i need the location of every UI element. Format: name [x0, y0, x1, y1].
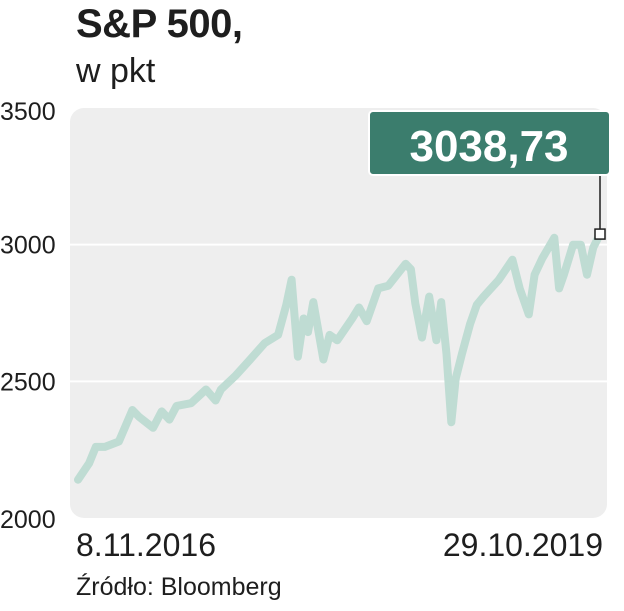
end-point-marker — [594, 228, 606, 240]
y-axis-ticks: 3500 3000 2500 2000 — [0, 98, 56, 534]
callout-box — [368, 110, 611, 176]
x-end-label: 29.10.2019 — [443, 527, 603, 563]
y-tick-label: 3500 — [0, 98, 56, 126]
y-tick-label: 3000 — [0, 232, 56, 260]
series-line — [74, 230, 604, 484]
last-value-label: 3038,73 — [409, 122, 568, 171]
chart-unit: w pkt — [76, 52, 156, 90]
y-tick-label: 2500 — [0, 368, 56, 396]
gridlines — [70, 243, 607, 383]
y-tick-label: 2000 — [0, 506, 56, 534]
x-start-label: 8.11.2016 — [76, 527, 216, 563]
plot-area — [70, 108, 607, 518]
last-value-callout: 3038,73 — [368, 110, 611, 240]
chart-title: S&P 500, — [76, 2, 243, 46]
source-note: Źródło: Bloomberg — [76, 573, 282, 601]
